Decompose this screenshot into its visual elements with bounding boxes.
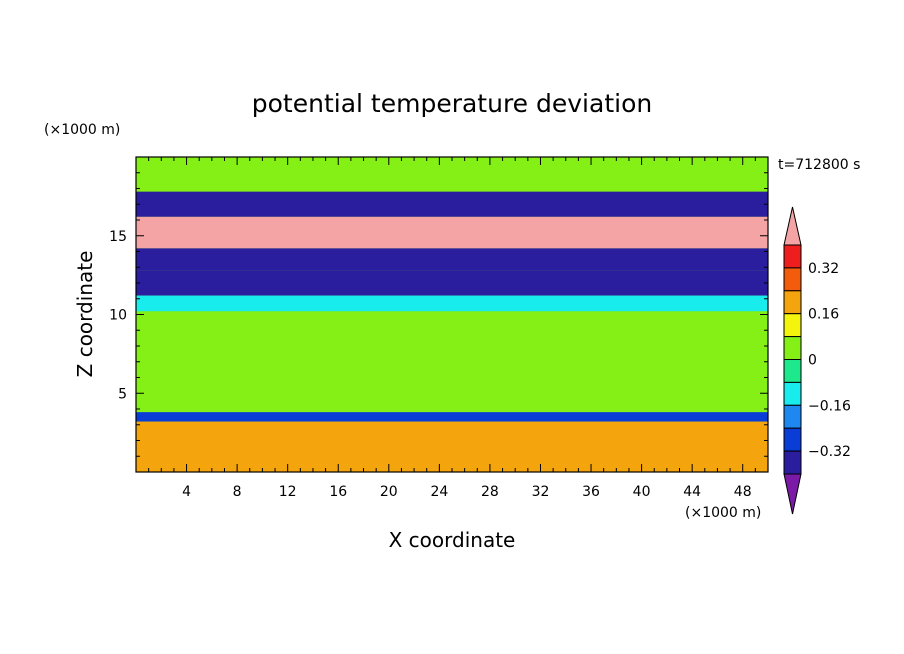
x-tick-label: 24 — [430, 484, 448, 500]
heatmap-field — [136, 157, 768, 472]
colorbar-box — [783, 404, 802, 429]
colorbar-box — [783, 290, 802, 315]
colorbar-extend-bottom — [783, 473, 802, 515]
field-band — [136, 191, 768, 217]
y-axis-label: Z coordinate — [73, 251, 97, 378]
colorbar-tick-label: −0.32 — [808, 444, 851, 460]
colorbar-tick-label: 0.32 — [808, 261, 839, 277]
x-tick-label: 32 — [532, 484, 550, 500]
x-axis-ticks: 4 8 12 16 20 24 28 32 36 40 44 48 — [148, 157, 756, 500]
x-tick-label: 48 — [734, 484, 752, 500]
y-tick-label: 15 — [109, 229, 127, 245]
time-label: t=712800 s — [778, 157, 860, 173]
field-band — [136, 412, 768, 422]
x-tick-label: 40 — [633, 484, 651, 500]
colorbar-tick-label: −0.16 — [808, 398, 851, 414]
y-unit-label: (×1000 m) — [44, 122, 120, 138]
x-tick-label: 36 — [582, 484, 600, 500]
colorbar-box — [783, 450, 802, 475]
x-tick-label: 20 — [380, 484, 398, 500]
field-band — [136, 248, 768, 271]
x-tick-label: 16 — [329, 484, 347, 500]
colorbar-tick-label: 0 — [808, 353, 817, 369]
x-unit-label: (×1000 m) — [685, 505, 761, 521]
field-band — [136, 158, 768, 192]
colorbar-box — [783, 359, 802, 383]
colorbar-box — [783, 336, 802, 361]
chart-title: potential temperature deviation — [252, 89, 652, 118]
y-tick-label: 5 — [118, 386, 127, 402]
x-tick-label: 28 — [481, 484, 499, 500]
colorbar-extend-top — [783, 206, 802, 246]
colorbar-box — [783, 267, 802, 292]
y-tick-label: 10 — [109, 308, 127, 324]
field-band — [136, 295, 768, 312]
field-band — [136, 270, 768, 296]
x-tick-label: 44 — [683, 484, 701, 500]
colorbar-tick-label: 0.16 — [808, 307, 839, 323]
field-band — [136, 311, 768, 370]
colorbar-box — [783, 381, 802, 406]
field-band — [136, 369, 768, 413]
y-axis-ticks: 5 10 15 — [109, 172, 768, 457]
x-tick-label: 8 — [233, 484, 242, 500]
x-tick-label: 12 — [279, 484, 297, 500]
colorbar-box — [783, 244, 802, 269]
colorbar-box — [783, 427, 802, 452]
colorbar-box — [783, 313, 802, 338]
colorbar: 0.32 0.16 0 −0.16 −0.32 — [783, 206, 851, 515]
x-tick-label: 4 — [182, 484, 191, 500]
x-axis-label: X coordinate — [389, 528, 516, 552]
field-band — [136, 216, 768, 249]
field-band — [136, 421, 768, 472]
